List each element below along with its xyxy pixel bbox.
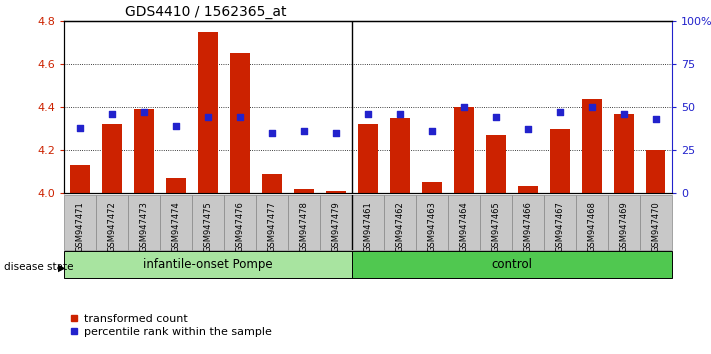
Bar [160,195,192,250]
Bar [454,107,474,193]
Bar [614,114,634,193]
Text: GSM947478: GSM947478 [299,201,309,252]
Point [458,104,469,110]
Point [586,104,597,110]
Bar [448,195,480,250]
Point [362,111,374,117]
Text: GSM947466: GSM947466 [523,201,533,252]
Point [394,111,405,117]
Text: GSM947470: GSM947470 [651,201,661,252]
Bar [230,53,250,193]
Point [490,115,501,120]
Point [618,111,630,117]
Bar [646,150,665,193]
Bar [352,251,672,278]
Bar [608,195,640,250]
Bar [582,98,602,193]
Point [138,109,149,115]
Point [427,128,438,134]
Point [522,127,533,132]
Bar [64,251,352,278]
Text: GSM947476: GSM947476 [235,201,245,252]
Text: GSM947473: GSM947473 [139,201,149,252]
Bar [320,195,352,250]
Bar [102,124,122,193]
Bar [294,189,314,193]
Point [106,111,117,117]
Bar [544,195,576,250]
Bar [550,129,570,193]
Bar [128,195,160,250]
Point [170,123,181,129]
Bar [288,195,320,250]
Point [75,125,85,131]
Bar [576,195,608,250]
Text: control: control [491,258,533,271]
Bar [486,135,506,193]
Text: GSM947465: GSM947465 [491,201,501,252]
Bar [390,118,410,193]
Point [266,130,277,136]
Text: GSM947467: GSM947467 [555,201,565,252]
Text: GSM947462: GSM947462 [395,201,405,252]
Legend: transformed count, percentile rank within the sample: transformed count, percentile rank withi… [70,314,272,337]
Bar [166,178,186,193]
Text: GSM947477: GSM947477 [267,201,277,252]
Bar [256,195,288,250]
Bar [198,32,218,193]
Text: GSM947475: GSM947475 [203,201,213,252]
Text: GSM947464: GSM947464 [459,201,469,252]
Point [650,116,661,122]
Bar [134,109,154,193]
Text: disease state: disease state [4,262,73,272]
Text: GSM947469: GSM947469 [619,201,629,252]
Bar [480,195,512,250]
Bar [384,195,416,250]
Text: GSM947471: GSM947471 [75,201,85,252]
Bar [352,195,384,250]
Text: GSM947472: GSM947472 [107,201,117,252]
Text: infantile-onset Pompe: infantile-onset Pompe [143,258,273,271]
Point [299,128,310,134]
Text: GSM947468: GSM947468 [587,201,597,252]
Bar [518,187,538,193]
Bar [96,195,128,250]
Bar [64,195,96,250]
Bar [416,195,448,250]
Text: GSM947461: GSM947461 [363,201,373,252]
Bar [326,191,346,193]
Point [554,109,565,115]
Point [330,130,341,136]
Bar [512,195,544,250]
Bar [192,195,224,250]
Text: ▶: ▶ [58,262,66,272]
Bar [358,124,378,193]
Bar [640,195,672,250]
Bar [224,195,256,250]
Bar [422,182,442,193]
Bar [262,173,282,193]
Text: GDS4410 / 1562365_at: GDS4410 / 1562365_at [125,5,287,19]
Text: GSM947474: GSM947474 [171,201,181,252]
Text: GSM947479: GSM947479 [331,201,341,252]
Text: GSM947463: GSM947463 [427,201,437,252]
Bar [70,165,90,193]
Point [202,115,213,120]
Point [234,115,246,120]
